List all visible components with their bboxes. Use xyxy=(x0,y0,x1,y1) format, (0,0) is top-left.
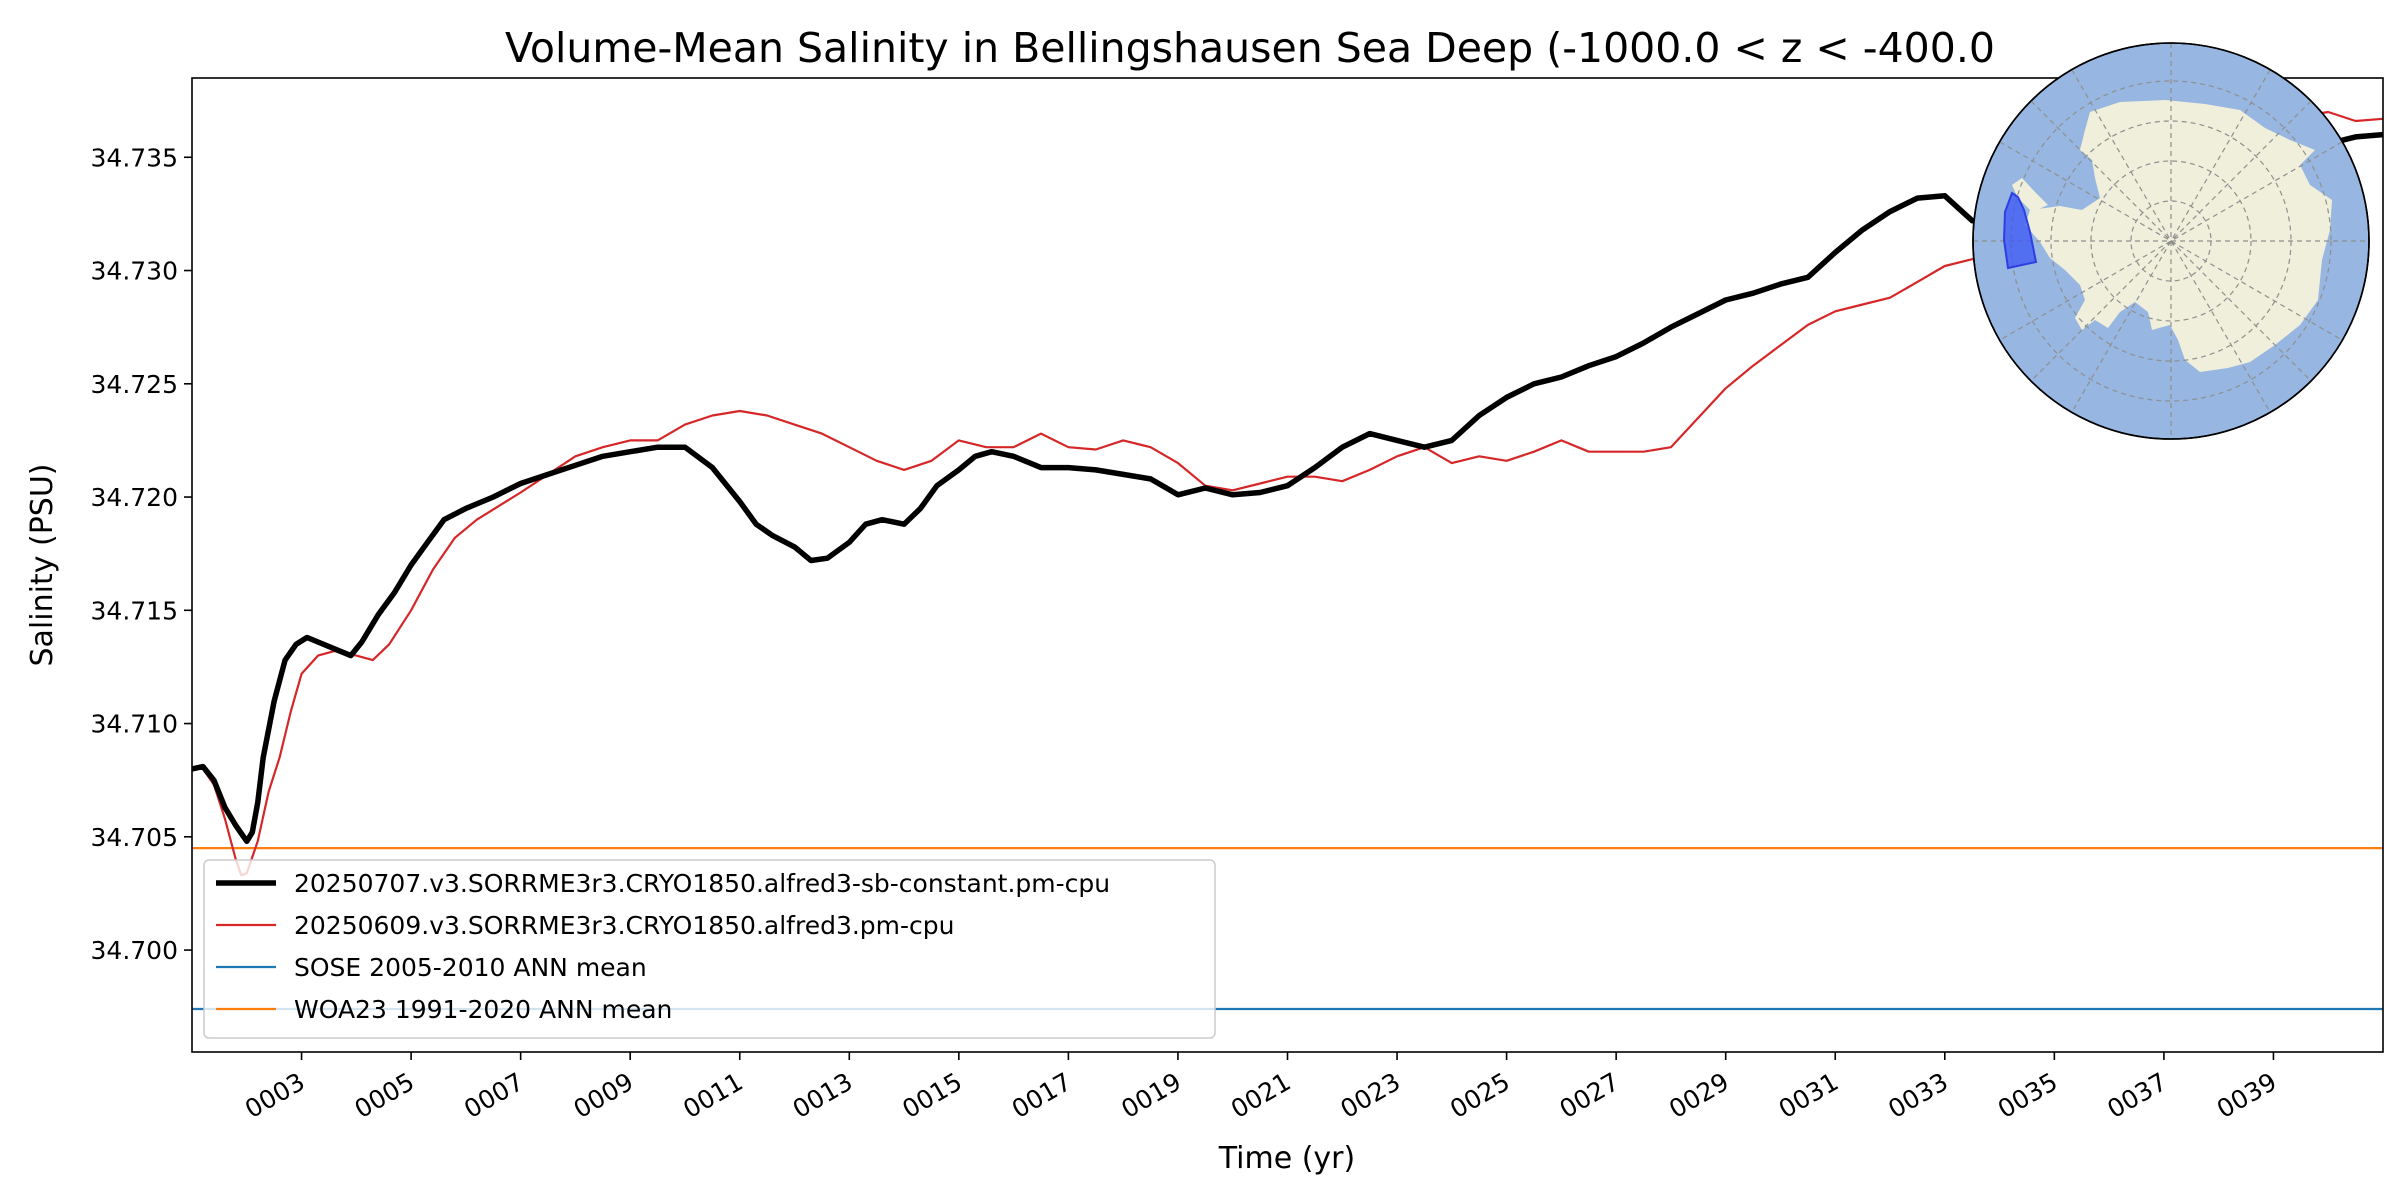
legend-label-series-4: WOA23 1991-2020 ANN mean xyxy=(294,995,672,1024)
y-tick-label: 34.725 xyxy=(91,370,178,399)
y-tick-label: 34.720 xyxy=(91,483,178,512)
y-tick-label: 34.730 xyxy=(91,257,178,286)
legend-label-series-2: 20250609.v3.SORRME3r3.CRYO1850.alfred3.p… xyxy=(294,911,955,940)
legend-box xyxy=(203,859,1216,1039)
inset-map-antarctica-land xyxy=(2025,100,2332,372)
inset-map xyxy=(1972,42,2370,440)
y-tick-label: 34.715 xyxy=(91,596,178,625)
x-axis-label: Time (yr) xyxy=(1218,1141,1355,1176)
y-tick-label: 34.705 xyxy=(91,823,178,852)
legend: 20250707.v3.SORRME3r3.CRYO1850.alfred3-s… xyxy=(203,859,1216,1039)
y-tick-label: 34.700 xyxy=(91,936,178,965)
inset-map-graticule xyxy=(1973,43,2369,439)
y-tick-label: 34.710 xyxy=(91,710,178,739)
y-axis-label: Salinity (PSU) xyxy=(25,464,60,667)
inset-map-region xyxy=(2002,191,2038,270)
y-tick-label: 34.735 xyxy=(91,143,178,172)
series-line-2 xyxy=(192,110,2383,877)
series-line-1 xyxy=(192,131,2383,845)
y-axis: 34.700 34.705 34.710 34.715 34.720 34.725 34.7… xyxy=(91,143,192,965)
legend-label-series-1: 20250707.v3.SORRME3r3.CRYO1850.alfred3-s… xyxy=(294,869,1110,898)
chart-title: Volume-Mean Salinity in Bellingshausen S… xyxy=(505,24,1995,72)
legend-label-series-3: SOSE 2005-2010 ANN mean xyxy=(294,953,647,982)
